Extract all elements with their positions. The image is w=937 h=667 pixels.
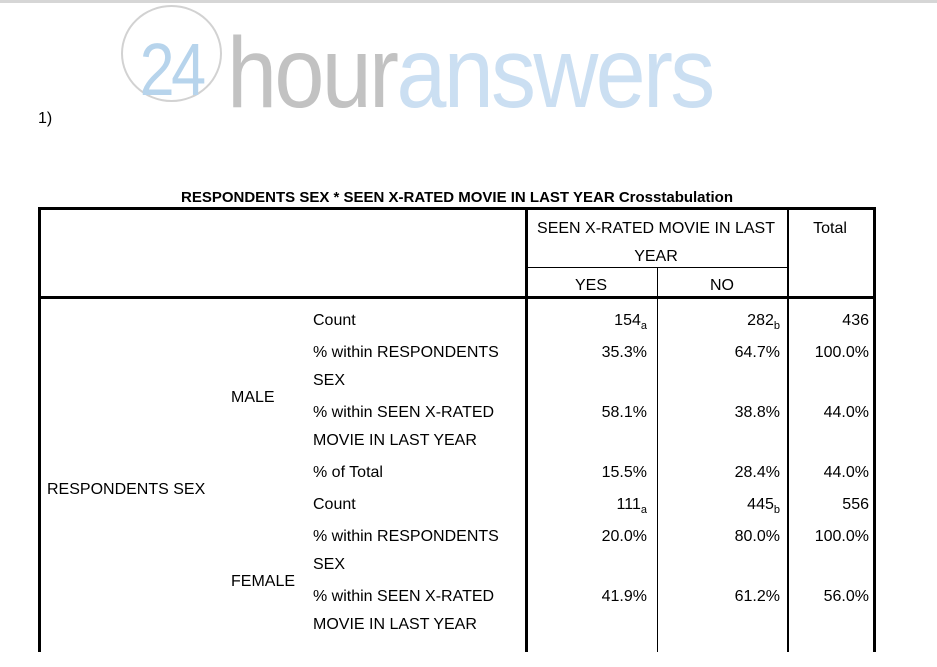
measure-label: Count <box>313 496 356 513</box>
table-row: Count 111a 445b 556 <box>306 483 873 517</box>
cell-total: 56.0% <box>823 588 869 605</box>
table-row: % within SEEN X-RATED MOVIE IN LAST YEAR… <box>306 575 873 635</box>
cell-no: 38.8% <box>734 404 780 421</box>
logo-word-answers: answers <box>396 17 715 129</box>
logo-wordmark: houranswers <box>227 23 715 123</box>
row-variable-label: RESPONDENTS SEX <box>47 481 206 498</box>
measure-label: % within SEEN X-RATED MOVIE IN LAST YEAR <box>313 588 495 633</box>
cell-total: 100.0% <box>814 528 869 545</box>
cell-yes: 58.1% <box>601 404 647 421</box>
group-female: FEMALE Count 111a 445b 556 % within RESP… <box>221 483 873 667</box>
yes-no-divider-line <box>657 267 658 652</box>
question-number: 1) <box>38 110 53 127</box>
table-row: % within SEEN X-RATED MOVIE IN LAST YEAR… <box>306 391 873 451</box>
header-column-group: SEEN X-RATED MOVIE IN LAST YEAR YES NO <box>525 210 787 296</box>
logo-word-hour: hour <box>227 17 399 129</box>
cell-yes: 111a <box>616 496 647 517</box>
cell-yes: 35.3% <box>601 344 647 361</box>
footnote-subscript: a <box>640 504 647 517</box>
cell-yes: 41.9% <box>601 588 647 605</box>
cell-no: 28.4% <box>734 464 780 481</box>
cell-yes: 154a <box>614 312 647 333</box>
group-male: MALE Count 154a 282b 436 % within RESPON… <box>221 299 873 483</box>
logo-circle-icon: 24 <box>121 5 222 111</box>
table-row: % within RESPONDENTS SEX 20.0% 80.0% 100… <box>306 515 873 575</box>
stub-divider-line <box>525 210 528 652</box>
footnote-subscript: b <box>773 320 780 333</box>
table-body: RESPONDENTS SEX MALE Count 154a 282b 436 <box>41 299 873 667</box>
24houranswers-logo: 24 houranswers <box>121 5 761 123</box>
cell-no: 80.0% <box>734 528 780 545</box>
header-stub-cell <box>41 210 525 296</box>
cell-no: 64.7% <box>734 344 780 361</box>
crosstab-title: RESPONDENTS SEX * SEEN X-RATED MOVIE IN … <box>180 189 734 206</box>
measure-label: % within RESPONDENTS SEX <box>313 528 499 573</box>
cell-total: 100.0% <box>814 344 869 361</box>
column-header-total: Total <box>813 220 847 237</box>
column-group-title: SEEN X-RATED MOVIE IN LAST YEAR <box>537 220 775 265</box>
category-label-female: FEMALE <box>231 573 296 590</box>
table-row: % within RESPONDENTS SEX 35.3% 64.7% 100… <box>306 331 873 391</box>
column-header-yes: YES <box>574 277 607 294</box>
document-page: { "page": { "item_label": "1)", "topbar_… <box>0 0 937 652</box>
top-border-line <box>0 0 937 3</box>
category-label-male: MALE <box>231 389 275 406</box>
cell-total: 44.0% <box>823 404 869 421</box>
cell-total: 44.0% <box>823 464 869 481</box>
cell-total: 436 <box>842 312 869 329</box>
logo-badge-24: 24 <box>139 28 207 111</box>
cell-no: 282b <box>747 312 780 333</box>
table-row: % of Total 15.5% 28.4% 44.0% <box>306 451 873 483</box>
measure-label: % within SEEN X-RATED MOVIE IN LAST YEAR <box>313 404 495 449</box>
cell-yes: 15.5% <box>601 464 647 481</box>
total-divider-line <box>787 210 789 652</box>
crosstab-table: SEEN X-RATED MOVIE IN LAST YEAR YES NO T… <box>38 207 876 652</box>
cell-yes: 20.0% <box>601 528 647 545</box>
footnote-subscript: a <box>640 320 647 333</box>
column-header-no: NO <box>710 277 734 294</box>
table-header: SEEN X-RATED MOVIE IN LAST YEAR YES NO T… <box>41 210 873 296</box>
cell-total: 556 <box>842 496 869 513</box>
measure-label: % of Total <box>313 464 383 481</box>
cell-no: 61.2% <box>734 588 780 605</box>
measure-label: % within RESPONDENTS SEX <box>313 344 499 389</box>
cell-no: 445b <box>747 496 780 517</box>
footnote-subscript: b <box>773 504 780 517</box>
header-divider-line <box>41 296 873 299</box>
measure-label: Count <box>313 312 356 329</box>
table-row: Count 154a 282b 436 <box>306 299 873 333</box>
